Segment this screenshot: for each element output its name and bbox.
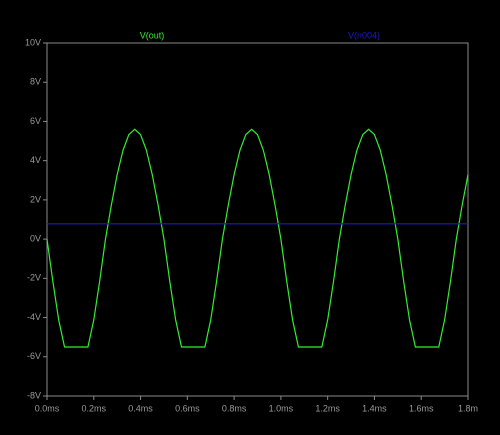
y-tick-label: -8V: [27, 390, 41, 400]
y-tick-label: -2V: [27, 273, 41, 283]
y-tick-label: 6V: [30, 116, 41, 126]
y-tick-label: 4V: [30, 155, 41, 165]
y-tick-label: 8V: [30, 77, 41, 87]
x-tick-label: 0.8ms: [222, 403, 247, 413]
x-tick-label: 0.6ms: [175, 403, 200, 413]
y-tick-label: 2V: [30, 194, 41, 204]
x-tick-label: 1.2ms: [315, 403, 340, 413]
x-tick-label: 1.4ms: [362, 403, 387, 413]
y-tick-label: -6V: [27, 351, 41, 361]
y-tick-label: 0V: [30, 233, 41, 243]
x-tick-label: 0.0ms: [35, 403, 60, 413]
legend-entry: V(out): [140, 30, 165, 40]
y-tick-label: 10V: [25, 37, 41, 47]
legend-entry: V(n004): [348, 30, 380, 40]
x-tick-label: 1.0ms: [269, 403, 294, 413]
y-tick-label: -4V: [27, 312, 41, 322]
x-tick-label: 1.6ms: [409, 403, 434, 413]
series-line: [46, 128, 469, 348]
x-tick-label: 0.4ms: [128, 403, 153, 413]
plot-frame: [46, 42, 469, 397]
x-tick-label: 0.2ms: [82, 403, 107, 413]
x-tick-label: 1.8m: [458, 403, 478, 413]
